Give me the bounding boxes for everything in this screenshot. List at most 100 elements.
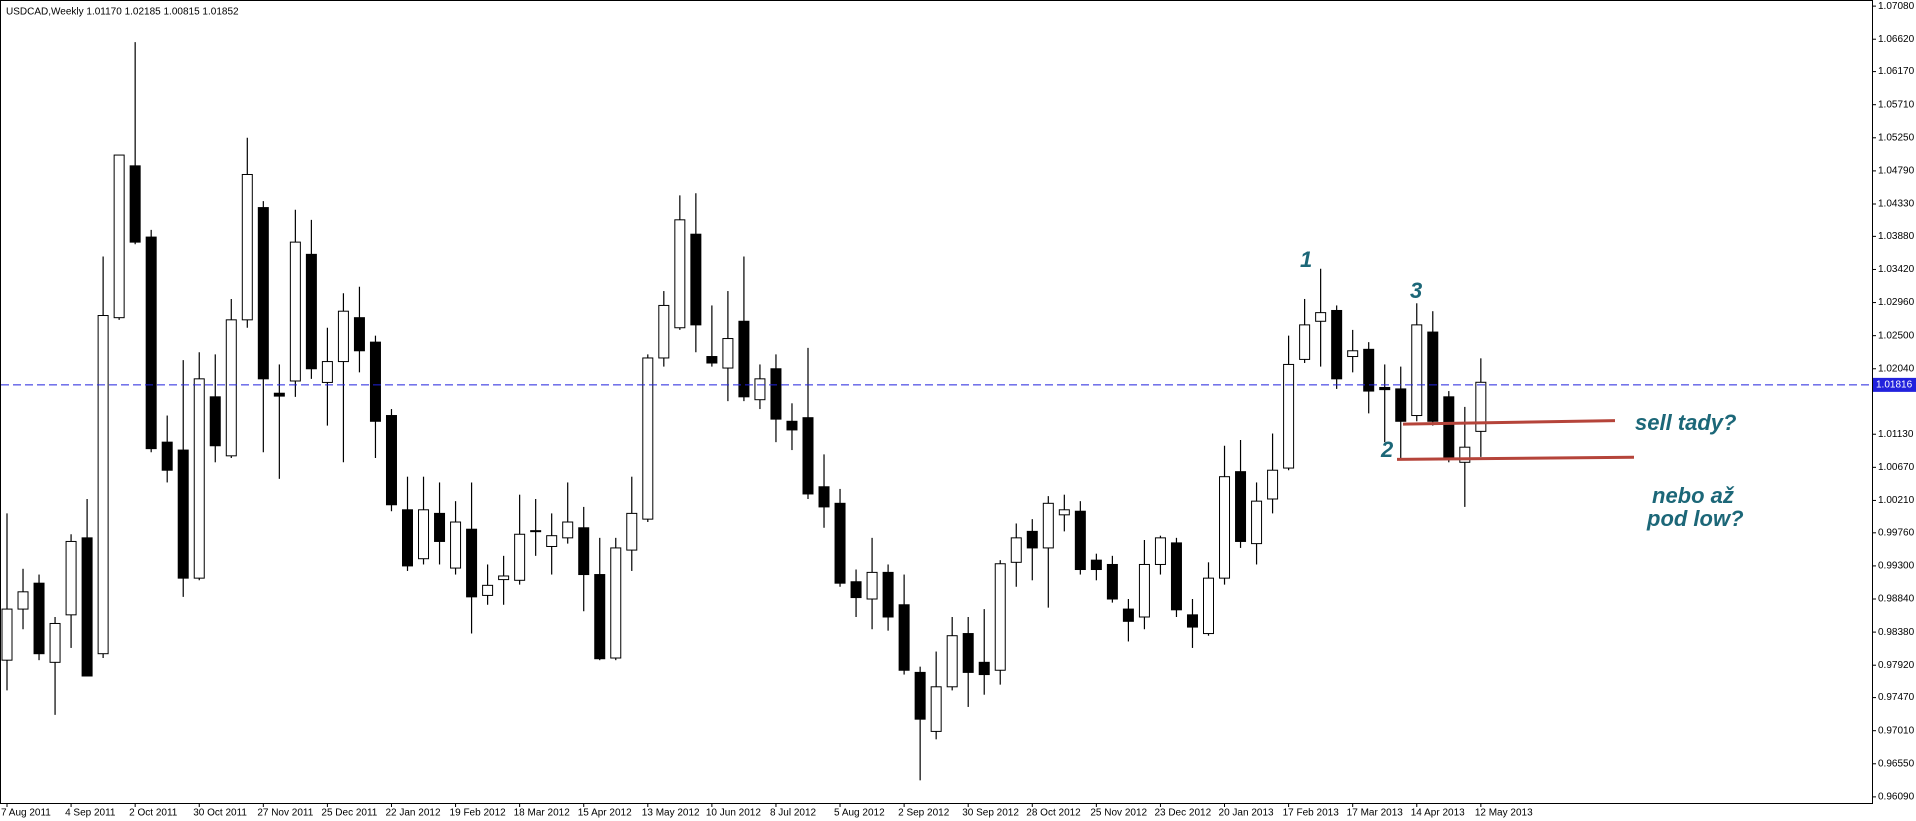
candle-body bbox=[353, 317, 365, 352]
chart-title: USDCAD,Weekly 1.01170 1.02185 1.00815 1.… bbox=[6, 7, 239, 18]
candle-body bbox=[450, 521, 462, 569]
candle-body bbox=[1170, 542, 1182, 611]
candle-body bbox=[1347, 350, 1359, 358]
annotation: sell tady? bbox=[1635, 410, 1736, 435]
y-tick-label: 1.02960 bbox=[1878, 297, 1915, 308]
candle-body bbox=[241, 173, 253, 321]
candle-body bbox=[898, 604, 910, 671]
candle-body bbox=[754, 378, 766, 401]
candle-body bbox=[1106, 563, 1118, 600]
candle-body bbox=[1251, 500, 1263, 545]
annotation: 3 bbox=[1410, 278, 1422, 303]
candle-body bbox=[706, 356, 718, 364]
candle-body bbox=[626, 512, 638, 551]
candle-body bbox=[786, 420, 798, 431]
candle-body bbox=[33, 582, 45, 655]
candle-body bbox=[738, 320, 750, 398]
candle-body bbox=[177, 449, 189, 579]
candle-body bbox=[209, 396, 221, 447]
candle-body bbox=[1186, 614, 1198, 628]
x-tick-label: 15 Apr 2012 bbox=[578, 808, 632, 819]
candle-body bbox=[17, 591, 29, 610]
x-tick-label: 25 Nov 2012 bbox=[1090, 808, 1147, 819]
candle-body bbox=[113, 154, 125, 319]
candle-body bbox=[385, 415, 397, 506]
candle-body bbox=[1267, 469, 1279, 500]
y-tick-label: 1.06620 bbox=[1878, 34, 1915, 45]
x-tick-label: 20 Jan 2013 bbox=[1219, 808, 1274, 819]
x-tick-label: 25 Dec 2011 bbox=[321, 808, 377, 819]
y-tick-label: 1.07080 bbox=[1878, 1, 1915, 12]
y-tick-label: 0.99300 bbox=[1878, 561, 1915, 572]
candle-body bbox=[722, 338, 734, 369]
candle-body bbox=[1331, 309, 1343, 380]
y-tick-label: 0.97470 bbox=[1878, 692, 1915, 703]
y-tick-label: 1.03420 bbox=[1878, 264, 1915, 275]
x-tick-label: 23 Dec 2012 bbox=[1154, 808, 1211, 819]
y-tick-label: 0.98840 bbox=[1878, 594, 1915, 605]
candle-body bbox=[562, 521, 574, 539]
candle-body bbox=[257, 207, 269, 380]
candle-body bbox=[145, 236, 157, 450]
candle-body bbox=[1, 608, 13, 661]
y-tick-label: 1.04790 bbox=[1878, 166, 1915, 177]
candle-body bbox=[546, 535, 558, 547]
y-tick-label: 0.98380 bbox=[1878, 627, 1915, 638]
candle-body bbox=[466, 528, 478, 598]
candle-body bbox=[193, 378, 205, 579]
candle-body bbox=[930, 686, 942, 732]
x-tick-label: 14 Apr 2013 bbox=[1411, 808, 1465, 819]
candle-body bbox=[289, 241, 301, 382]
candle-body bbox=[978, 661, 990, 676]
candle-body bbox=[1363, 348, 1375, 392]
x-tick-label: 2 Oct 2011 bbox=[129, 808, 178, 819]
x-tick-label: 2 Sep 2012 bbox=[898, 808, 950, 819]
candle-body bbox=[866, 571, 878, 600]
candle-body bbox=[369, 341, 381, 422]
candle-body bbox=[994, 563, 1006, 671]
candle-body bbox=[834, 502, 846, 584]
candle-body bbox=[49, 622, 61, 663]
candle-body bbox=[1154, 537, 1166, 565]
y-tick-label: 0.97010 bbox=[1878, 725, 1915, 736]
candle-body bbox=[1395, 388, 1407, 422]
candle-body bbox=[321, 361, 333, 383]
y-tick-label: 1.01130 bbox=[1878, 429, 1914, 440]
candle-body bbox=[610, 547, 622, 659]
candle-body bbox=[1283, 363, 1295, 469]
candle-body bbox=[1459, 446, 1471, 463]
x-tick-label: 12 May 2013 bbox=[1475, 808, 1533, 819]
candle-body bbox=[1026, 530, 1038, 549]
y-tick-label: 0.96550 bbox=[1878, 758, 1915, 769]
y-tick-label: 0.96090 bbox=[1878, 792, 1915, 803]
candle-body bbox=[962, 633, 974, 673]
candle-body bbox=[402, 509, 413, 567]
candle-body bbox=[530, 530, 542, 533]
candle-body bbox=[658, 304, 670, 359]
x-tick-label: 28 Oct 2012 bbox=[1026, 808, 1081, 819]
candle-body bbox=[770, 368, 782, 420]
candle-body bbox=[1138, 563, 1150, 618]
candle-body bbox=[594, 574, 606, 660]
candle-body bbox=[946, 635, 958, 688]
candle-body bbox=[498, 575, 510, 581]
y-tick-label: 0.97920 bbox=[1878, 660, 1915, 671]
x-tick-label: 4 Sep 2011 bbox=[65, 808, 116, 819]
candle-body bbox=[514, 533, 526, 581]
y-tick-label: 0.99760 bbox=[1878, 527, 1915, 538]
candle-body bbox=[81, 537, 93, 677]
candle-body bbox=[161, 441, 173, 471]
candle-body bbox=[1443, 396, 1455, 459]
candle-body bbox=[1219, 476, 1231, 579]
candle-body bbox=[1427, 331, 1439, 422]
x-tick-label: 19 Feb 2012 bbox=[450, 808, 507, 819]
candle-body bbox=[482, 584, 494, 596]
candle-body bbox=[337, 310, 349, 363]
y-tick-label: 1.00670 bbox=[1878, 462, 1915, 473]
price-label: 1.01816 bbox=[1876, 380, 1913, 391]
x-tick-label: 10 Jun 2012 bbox=[706, 808, 761, 819]
y-tick-label: 1.06170 bbox=[1878, 66, 1915, 77]
candle-body bbox=[1411, 324, 1423, 417]
x-tick-label: 13 May 2012 bbox=[642, 808, 700, 819]
candle-body bbox=[578, 527, 590, 576]
